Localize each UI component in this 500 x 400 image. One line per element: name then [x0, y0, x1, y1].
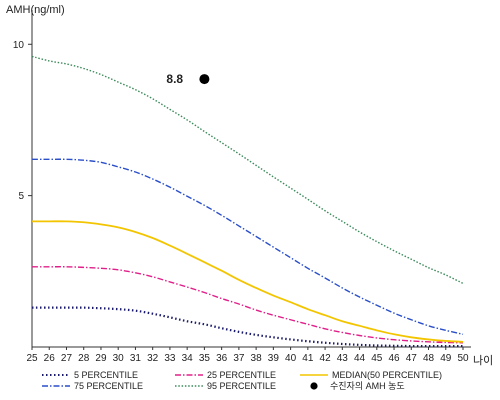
y-tick-label: 5 [18, 191, 24, 202]
x-tick-label: 35 [199, 353, 211, 364]
patient-amh-marker [199, 74, 210, 85]
x-tick-label: 30 [113, 353, 125, 364]
x-tick-label: 34 [182, 353, 194, 364]
legend-marker [310, 382, 318, 390]
x-tick-label: 48 [423, 353, 435, 364]
x-tick-label: 32 [147, 353, 159, 364]
legend-label: 5 PERCENTILE [74, 370, 138, 380]
x-tick-label: 45 [371, 353, 383, 364]
annotation: 8.8 [166, 72, 210, 86]
x-tick-label: 41 [302, 353, 314, 364]
x-tick-label: 36 [216, 353, 228, 364]
y-ticks: 5 10 [13, 40, 32, 202]
series-line-1 [32, 306, 463, 348]
x-tick-label: 43 [337, 353, 349, 364]
series-line-3 [32, 220, 464, 343]
x-tick-label: 50 [457, 353, 469, 364]
series-line-2 [32, 266, 464, 344]
y-axis-title: AMH(ng/ml) [6, 4, 65, 16]
x-tick-label: 29 [95, 353, 107, 364]
x-tick-label: 33 [164, 353, 176, 364]
x-tick-label: 46 [388, 353, 400, 364]
series-lines [31, 55, 464, 348]
x-tick-label: 49 [440, 353, 452, 364]
x-tick-label: 38 [251, 353, 263, 364]
x-axis-title: 나이 [473, 354, 493, 367]
x-tick-label: 26 [44, 353, 56, 364]
series-line-4 [32, 158, 464, 335]
x-tick-label: 27 [61, 353, 73, 364]
series-line-5 [31, 55, 464, 285]
x-tick-label: 47 [406, 353, 418, 364]
legend-label: 95 PERCENTILE [207, 381, 276, 391]
x-tick-label: 37 [233, 353, 245, 364]
legend-label: MEDIAN(50 PERCENTILE) [332, 370, 442, 380]
x-tick-label: 28 [78, 353, 90, 364]
legend-label: 수진자의 AMH 농도 [330, 381, 405, 391]
x-tick-label: 25 [26, 353, 38, 364]
legend-label: 25 PERCENTILE [207, 370, 276, 380]
legend-label: 75 PERCENTILE [74, 381, 143, 391]
x-tick-label: 31 [130, 353, 142, 364]
patient-amh-value-label: 8.8 [166, 72, 183, 86]
x-tick-label: 40 [285, 353, 297, 364]
x-tick-label: 39 [268, 353, 280, 364]
axes [31, 10, 471, 348]
x-tick-label: 42 [320, 353, 332, 364]
x-tick-label: 44 [354, 353, 366, 364]
y-tick-label: 10 [13, 40, 25, 51]
x-ticks: 25 26 27 28 29 30 31 32 33 34 35 36 37 38 39 40 41 42 43 44… [26, 347, 469, 364]
